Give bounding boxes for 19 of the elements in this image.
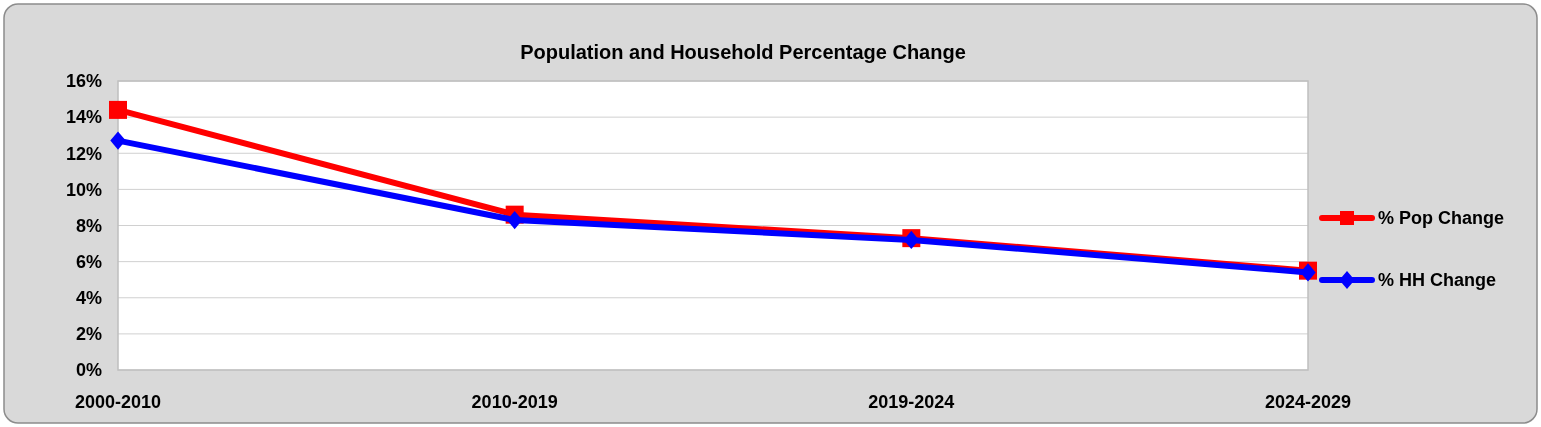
x-tick-label: 2024-2029	[1264, 392, 1352, 412]
point	[109, 100, 127, 119]
y-tick-label: 12%	[65, 143, 102, 164]
chart-title: Population and Household Percentage Change	[520, 41, 966, 63]
y-tick-label: 10%	[65, 179, 102, 200]
x-tick-label: 2010-2019	[471, 392, 558, 412]
x-tick-label: 2019-2024	[868, 392, 955, 412]
y-tick-label: 2%	[75, 324, 102, 345]
legend-label: % Pop Change	[1378, 208, 1505, 229]
y-tick-label: 0%	[75, 360, 102, 381]
y-tick-label: 16%	[65, 71, 102, 92]
legend-label: % HH Change	[1378, 270, 1497, 291]
x-tick-label: 2000-2010	[74, 392, 162, 412]
y-tick-label: 14%	[65, 107, 102, 128]
y-tick-label: 4%	[75, 288, 102, 309]
y-tick-label: 8%	[75, 215, 102, 236]
point	[110, 131, 126, 150]
point	[506, 210, 523, 230]
y-tick-label: 6%	[75, 251, 102, 272]
